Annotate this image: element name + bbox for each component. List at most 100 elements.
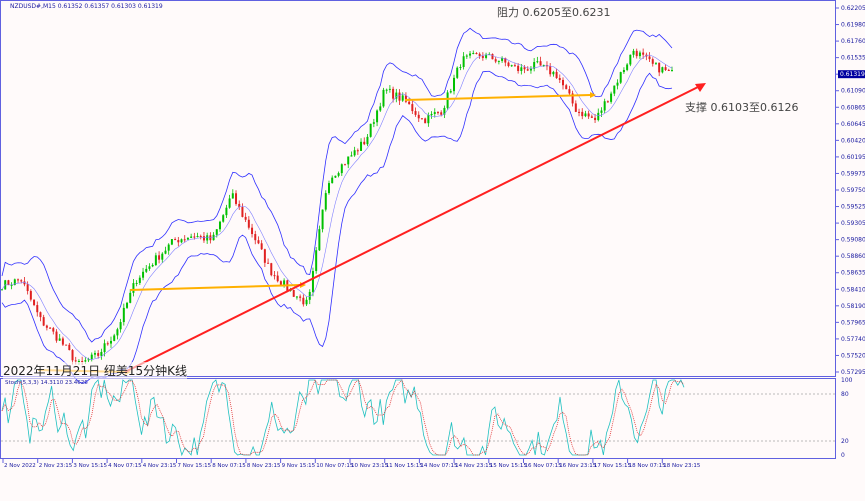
candle-body [315,250,318,272]
candle-body [273,275,276,277]
candle-body [597,112,600,121]
candle-body [651,59,654,64]
candle-body [558,78,561,80]
candle-body [106,343,109,345]
candle-body [283,280,286,286]
candle-body [594,117,597,121]
candle-body [65,344,68,346]
y-tick-label: 0.57295 [841,369,865,376]
candles [1,48,673,366]
candle-body [29,291,32,300]
candle-body [642,52,645,55]
candle-body [398,92,401,101]
candle-body [206,235,209,241]
x-tick-label: 18 Nov 07:15 [629,463,667,469]
candle-body [613,85,616,94]
candle-body [7,280,10,286]
candle-body [186,237,189,240]
candle-body [109,340,112,344]
candle-body [356,150,359,152]
candle-body [376,110,379,123]
candle-body [565,85,568,90]
candle-body [103,343,106,352]
candle-body [529,68,532,71]
candle-body [610,93,613,102]
y-tick-label: 0.61980 [841,22,865,29]
candle-body [587,113,590,117]
candle-body [517,65,520,72]
candle-body [177,240,180,243]
x-tick-label: 14 Nov 23:15 [455,463,493,469]
candle-body [501,58,504,61]
candle-body [254,234,257,241]
candle-body [222,215,225,222]
candle-body [299,296,302,298]
candle-body [456,67,459,78]
candle-body [648,56,651,60]
candle-body [542,65,545,67]
candle-body [411,104,414,112]
y-tick-label: 0.58635 [841,270,865,277]
y-tick-label: 0.59750 [841,187,865,194]
candle-body [39,312,42,318]
x-tick-label: 3 Nov 15:15 [73,463,107,469]
candle-body [334,175,337,178]
candle-body [453,77,456,92]
candle-body [401,95,404,101]
candle-body [81,361,84,363]
stoch-main-line [1,379,685,457]
support-annotation: 支撑 0.6103至0.6126 [685,101,799,114]
y-tick-label: 0.58410 [841,286,865,293]
candle-body [145,268,148,272]
candle-body [167,244,170,251]
candle-body [212,234,215,241]
candle-body [199,236,202,238]
candle-body [526,69,529,71]
candle-body [523,67,526,70]
candle-body [180,239,183,243]
candle-body [235,193,238,204]
candle-body [478,53,481,57]
x-tick-label: 4 Nov 07:15 [108,463,142,469]
candle-body [225,207,228,216]
resistance-annotation: 阻力 0.6205至0.6231 [497,6,611,19]
candle-body [183,239,186,241]
candle-body [122,307,125,323]
stoch-signal-line [1,379,685,456]
candle-body [549,66,552,75]
y-tick-label: 0.59080 [841,237,865,244]
current-price-badge [838,70,865,79]
candle-body [170,239,173,245]
candle-body [23,281,26,285]
stoch-level-label: 80 [841,391,849,398]
candle-body [26,284,29,292]
x-tick-label: 18 Nov 23:15 [663,463,701,469]
candle-body [395,92,398,99]
candle-body [33,299,36,306]
candle-body [202,236,205,241]
main-plot-frame [0,0,836,377]
x-tick-label: 2 Nov 23:15 [39,463,73,469]
candle-body [292,289,295,297]
candle-body [417,114,420,119]
candle-body [318,229,321,251]
y-tick-label: 0.59975 [841,170,865,177]
candle-body [218,221,221,230]
candle-body [366,136,369,145]
candle-body [472,53,475,55]
candle-body [661,67,664,73]
candle-body [196,236,199,238]
candle-body [485,54,488,58]
candle-body [369,123,372,137]
candle-body [295,296,298,298]
x-tick-label: 8 Nov 07:15 [212,463,246,469]
candle-body [116,329,119,336]
candle-body [420,118,423,120]
y-tick-label: 0.58190 [841,303,865,310]
candle-body [87,359,90,361]
candle-body [372,122,375,124]
candle-body [10,284,13,286]
candle-body [337,173,340,176]
stoch-level-label: 100 [841,377,853,384]
